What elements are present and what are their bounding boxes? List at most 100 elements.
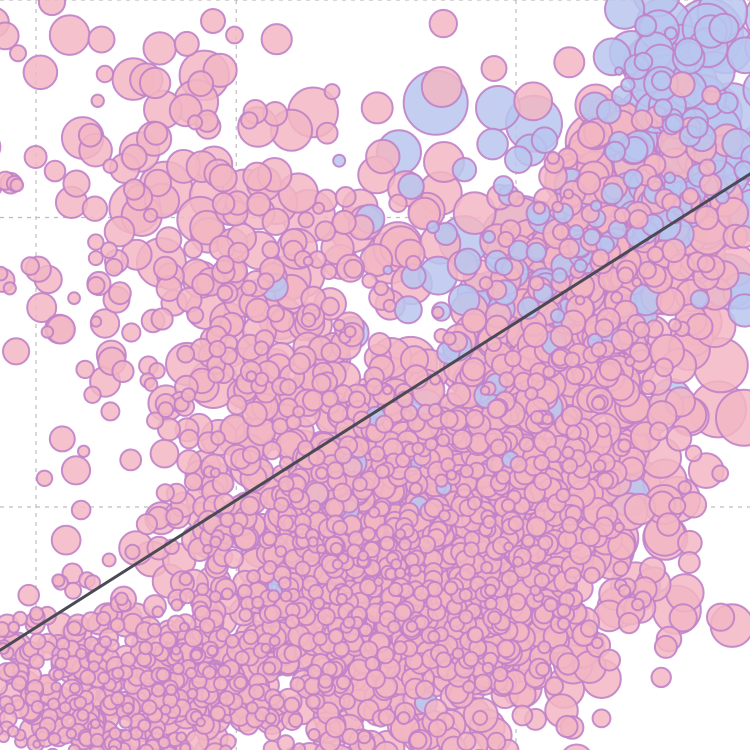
pink-data-point: [267, 589, 281, 603]
pink-data-point: [155, 483, 175, 503]
pink-data-point: [307, 499, 322, 514]
pink-data-point: [677, 480, 693, 495]
pink-data-point: [408, 730, 428, 750]
pink-data-point: [495, 469, 512, 485]
pink-data-point: [90, 315, 103, 328]
pink-data-point: [320, 389, 339, 408]
blue-data-point: [622, 168, 644, 190]
pink-data-point: [332, 519, 349, 536]
pink-data-point: [638, 260, 657, 280]
pink-data-point: [367, 332, 392, 356]
pink-data-point: [646, 245, 665, 264]
pink-data-point: [668, 496, 687, 516]
pink-data-point: [496, 639, 516, 659]
pink-data-point: [208, 340, 227, 358]
blue-data-point: [494, 257, 514, 277]
blue-data-point: [382, 264, 394, 276]
pink-data-point: [413, 585, 430, 602]
pink-data-point: [67, 743, 81, 750]
pink-data-point: [52, 668, 65, 681]
pink-data-point: [159, 631, 177, 650]
pink-data-point: [274, 545, 288, 558]
pink-data-point: [227, 241, 250, 264]
pink-data-point: [147, 622, 162, 638]
blue-data-point: [664, 113, 685, 133]
pink-data-point: [624, 355, 636, 367]
pink-data-point: [151, 605, 165, 619]
pink-data-point: [153, 255, 178, 281]
pink-data-point: [677, 529, 703, 556]
pink-data-point: [218, 690, 236, 707]
pink-data-point: [26, 292, 58, 324]
pink-data-point: [241, 445, 261, 465]
pink-data-point: [302, 255, 314, 267]
pink-data-point: [50, 681, 62, 693]
pink-data-point: [640, 379, 656, 396]
pink-data-point: [261, 240, 281, 259]
pink-data-point: [374, 463, 390, 480]
pink-data-point: [360, 526, 376, 542]
pink-data-point: [577, 120, 606, 150]
pink-data-point: [591, 248, 610, 268]
pink-data-point: [451, 428, 473, 450]
pink-data-point: [207, 366, 225, 384]
blue-data-point: [433, 221, 459, 246]
pink-data-point: [458, 563, 477, 581]
pink-data-point: [607, 531, 636, 561]
pink-data-point: [420, 66, 463, 108]
pink-data-point: [521, 533, 536, 548]
pink-data-point: [382, 298, 397, 313]
pink-data-point: [612, 560, 630, 577]
pink-data-point: [544, 676, 565, 696]
pink-data-point: [423, 497, 444, 518]
pink-data-point: [9, 44, 27, 63]
pink-data-point: [223, 548, 244, 569]
pink-data-point: [264, 724, 282, 742]
pink-data-point: [10, 675, 28, 692]
pink-data-point: [263, 604, 282, 623]
pink-data-point: [555, 487, 571, 503]
pink-data-point: [209, 535, 222, 549]
pink-data-point: [100, 401, 121, 422]
pink-data-point: [405, 254, 422, 272]
pink-data-point: [408, 481, 423, 496]
pink-data-point: [316, 543, 327, 555]
pink-data-point: [60, 455, 92, 486]
pink-data-point: [356, 729, 372, 745]
pink-data-point: [248, 683, 265, 701]
blue-data-point: [651, 70, 672, 92]
pink-data-point: [511, 704, 534, 727]
pink-data-point: [183, 628, 204, 648]
pink-data-point: [320, 296, 340, 317]
pink-data-point: [537, 534, 554, 551]
pink-data-point: [529, 584, 542, 597]
pink-data-point: [592, 459, 607, 473]
pink-data-point: [632, 321, 651, 339]
pink-data-point: [715, 388, 750, 447]
pink-data-point: [217, 664, 232, 678]
pink-data-point: [150, 307, 174, 331]
pink-data-point: [240, 111, 259, 130]
pink-data-point: [411, 441, 425, 456]
pink-data-point: [62, 169, 91, 198]
pink-data-point: [361, 272, 378, 289]
pink-data-point: [681, 187, 700, 205]
pink-data-point: [486, 398, 507, 419]
pink-data-point: [137, 718, 152, 733]
pink-data-point: [667, 318, 682, 333]
blue-data-point: [551, 267, 568, 284]
pink-data-point: [548, 565, 560, 577]
pink-data-point: [486, 731, 507, 750]
pink-data-point: [242, 161, 273, 192]
pink-data-point: [553, 46, 586, 79]
pink-data-point: [546, 150, 561, 165]
pink-data-point: [271, 417, 289, 435]
pink-data-point: [86, 276, 106, 295]
pink-data-point: [489, 438, 508, 457]
pink-data-point: [365, 377, 384, 396]
pink-data-point: [698, 158, 717, 177]
pink-data-point: [492, 666, 509, 683]
pink-data-point: [83, 385, 102, 404]
pink-data-point: [7, 620, 21, 634]
pink-data-point: [110, 691, 126, 706]
